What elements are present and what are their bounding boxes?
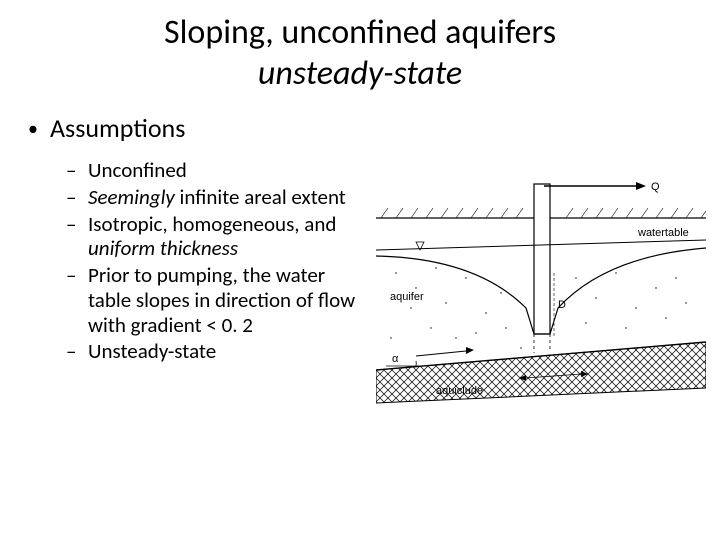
bullet-text-em: Seemingly [88,184,175,210]
label-watertable: watertable [637,227,689,239]
aquifer-svg: Q watertable aquifer D [376,178,706,408]
bullet-text: Prior to pumping, the water table slopes… [88,262,355,338]
bullet-text: Unsteady-state [88,338,216,364]
bullet-text: Unconfined [88,157,187,183]
bullet-item: Unconfined [66,158,366,183]
label-q: Q [651,181,660,193]
label-d: D [558,299,566,311]
bullet-text: Isotropic, homogeneous, and [88,211,336,237]
bullet-item: Isotropic, homogeneous, and uniform thic… [66,212,366,262]
label-aquiclude: aquiclude [436,385,483,397]
bullet-item: Unsteady-state [66,339,366,364]
label-alpha: α [392,353,399,365]
bullet-list-lvl2: Unconfined Seemingly infinite areal exte… [66,158,366,364]
title-line-1: Sloping, unconfined aquifers [0,12,720,53]
heading-text: Assumptions [50,112,185,144]
aquifer-diagram: Q watertable aquifer D [376,178,706,408]
title-block: Sloping, unconfined aquifers unsteady-st… [0,0,720,94]
label-aquifer: aquifer [390,291,424,303]
bullet-text-em: uniform thickness [88,235,238,261]
bullet-item: Seemingly infinite areal extent [66,185,366,210]
title-line-2: unsteady-state [0,53,720,94]
bullet-item: Prior to pumping, the water table slopes… [66,263,366,337]
bullet-text: infinite areal extent [175,184,346,210]
